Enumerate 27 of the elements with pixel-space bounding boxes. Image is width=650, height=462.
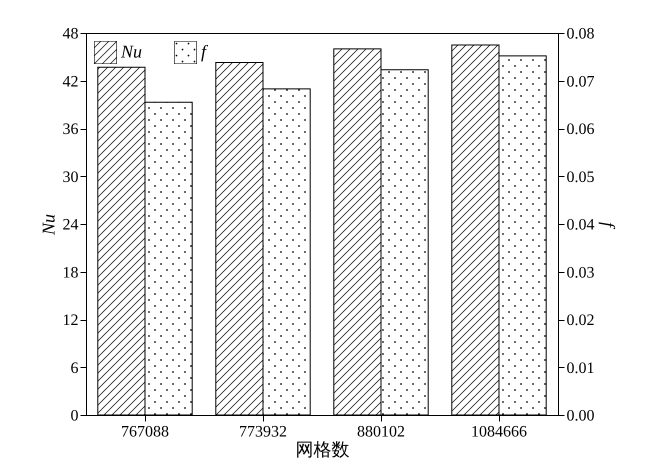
y2-tick-label: 0.05: [566, 168, 594, 186]
x-tick-label: 767088: [121, 424, 169, 440]
y2-tick-label: 0.04: [566, 216, 594, 234]
x-tick-label: 773932: [239, 424, 287, 440]
y2-tick-label: 0.03: [566, 264, 594, 282]
y2-tick-label: 0.08: [566, 26, 594, 42]
y-tick-label: 30: [62, 168, 78, 186]
x-tick-label: 880102: [357, 424, 405, 440]
y2-tick-label: 0.02: [566, 312, 594, 329]
y-tick-label: 36: [62, 121, 78, 138]
y-axis-title: Nu: [38, 214, 58, 236]
legend-label: Nu: [120, 42, 142, 62]
y-tick-label: 42: [62, 73, 78, 90]
y2-axis-title: f: [598, 222, 618, 230]
y-tick-label: 0: [70, 408, 78, 424]
y2-tick-label: 0.07: [566, 73, 594, 90]
y2-tick-label: 0.00: [566, 408, 594, 424]
y-tick-label: 6: [70, 360, 78, 377]
y2-tick-label: 0.06: [566, 121, 594, 138]
y-tick-label: 24: [62, 216, 78, 234]
y-tick-label: 48: [62, 26, 78, 42]
x-axis-title: 网格数: [296, 440, 350, 460]
y2-tick-label: 0.01: [566, 360, 594, 377]
legend-label: f: [201, 42, 209, 62]
y-tick-label: 12: [62, 312, 78, 329]
x-tick-label: 1084666: [471, 424, 527, 440]
y-tick-label: 18: [62, 264, 78, 282]
